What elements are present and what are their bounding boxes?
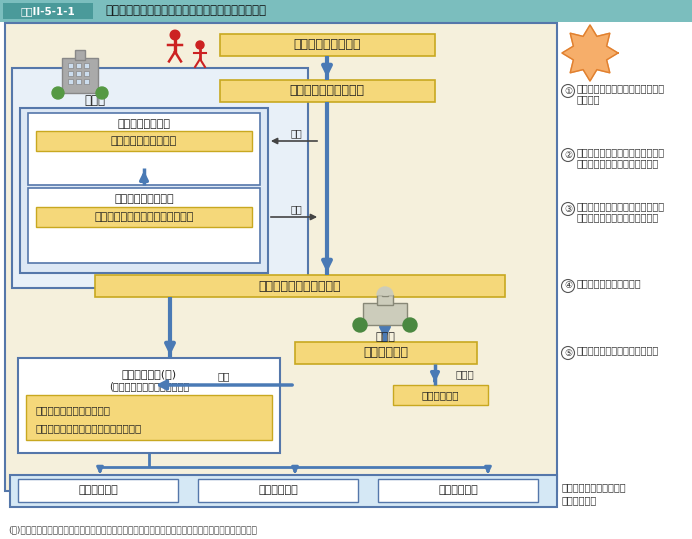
Text: 政　府: 政 府 — [84, 93, 105, 107]
Circle shape — [403, 318, 417, 332]
Bar — [5, 23, 557, 491]
Polygon shape — [562, 25, 618, 81]
Bar — [0, 0, 692, 22]
Circle shape — [353, 318, 367, 332]
Text: 指定行政機関: 指定行政機関 — [78, 485, 118, 495]
Bar — [295, 342, 477, 364]
Bar — [84, 71, 89, 76]
Bar — [76, 71, 81, 76]
Circle shape — [52, 87, 64, 99]
Bar — [76, 63, 81, 68]
Text: 対処基本方針案の審議: 対処基本方針案の審議 — [111, 136, 177, 146]
Bar — [382, 289, 388, 296]
Text: 対処基本方針の閣議決定: 対処基本方針の閣議決定 — [577, 278, 641, 288]
Text: 国家安全保障会議による内閣総理: 国家安全保障会議による内閣総理 — [577, 201, 665, 211]
Bar — [36, 207, 252, 227]
Text: 対処基本方針、利用指針: 対処基本方針、利用指針 — [562, 482, 627, 492]
Bar — [198, 479, 358, 502]
Bar — [220, 80, 435, 102]
Text: 事態対処専門委員会: 事態対処専門委員会 — [114, 194, 174, 204]
Text: ・特定公共施設などの利用指針の策定: ・特定公共施設などの利用指針の策定 — [36, 423, 143, 433]
Text: ②: ② — [564, 150, 572, 160]
Bar — [84, 63, 89, 68]
Text: 国家安全保障会議: 国家安全保障会議 — [118, 119, 170, 129]
Text: 事態対策本部(注): 事態対策本部(注) — [121, 369, 176, 379]
Text: 地方公共団体: 地方公共団体 — [258, 485, 298, 495]
Text: 内閣総理大臣による対処基本方針: 内閣総理大臣による対処基本方針 — [577, 147, 665, 157]
Bar — [10, 475, 557, 507]
Bar — [377, 295, 393, 305]
Bar — [3, 3, 93, 19]
Text: 諮問: 諮問 — [290, 128, 302, 138]
Bar — [28, 188, 260, 263]
Bar — [76, 79, 81, 84]
Bar — [378, 479, 538, 502]
Text: 承認: 承認 — [218, 371, 230, 381]
Bar — [28, 113, 260, 185]
Bar — [68, 63, 73, 68]
Text: 答申: 答申 — [290, 204, 302, 214]
Text: 武力攻撃等及び存立危機事態への対処のための手続: 武力攻撃等及び存立危機事態への対処のための手続 — [105, 4, 266, 17]
Text: ⑤: ⑤ — [564, 349, 572, 357]
Text: ③: ③ — [564, 204, 572, 213]
Circle shape — [196, 41, 204, 49]
Text: 国家安全保障会議を専門的に補佐: 国家安全保障会議を専門的に補佐 — [94, 212, 194, 222]
Text: 図表II-5-1-1: 図表II-5-1-1 — [21, 6, 75, 16]
Text: 国　会: 国 会 — [375, 332, 395, 342]
Bar — [18, 479, 178, 502]
Text: ・対処措置の総合的な推進: ・対処措置の総合的な推進 — [36, 405, 111, 415]
Bar — [68, 71, 73, 76]
Text: (注)　武力攻撃事態又は存立危機事態への対処措置の総合的な推進のために内閣に設置される対策本部: (注) 武力攻撃事態又は存立危機事態への対処措置の総合的な推進のために内閣に設置… — [8, 526, 257, 535]
Bar — [68, 79, 73, 84]
Bar — [393, 385, 488, 405]
Bar — [36, 131, 252, 151]
Bar — [62, 58, 98, 93]
Bar — [12, 68, 308, 288]
Text: 対処基本方針案の作成: 対処基本方針案の作成 — [289, 85, 365, 98]
Text: 速やかに終了: 速やかに終了 — [421, 390, 459, 400]
Wedge shape — [377, 287, 393, 295]
Bar — [95, 275, 505, 297]
Text: ④: ④ — [564, 281, 572, 291]
Text: 案の国家安全保障会議への諮問: 案の国家安全保障会議への諮問 — [577, 158, 659, 168]
Bar — [363, 303, 407, 325]
Text: 対処基本方針の閣議決定: 対処基本方針の閣議決定 — [259, 280, 341, 293]
Text: 国会承認求め: 国会承認求め — [363, 347, 408, 360]
Text: (対策本部長：内閣総理大臣）: (対策本部長：内閣総理大臣） — [109, 381, 189, 391]
Text: 武力攻撃の発生など: 武力攻撃の発生など — [293, 38, 361, 52]
Text: 国会による対処基本方針の承認: 国会による対処基本方針の承認 — [577, 345, 659, 355]
Circle shape — [96, 87, 108, 99]
Text: ①: ① — [564, 86, 572, 95]
Text: 大臣への対処基本方針案の答申: 大臣への対処基本方針案の答申 — [577, 212, 659, 222]
Bar — [84, 79, 89, 84]
Bar — [220, 34, 435, 56]
Bar — [18, 358, 280, 453]
Bar — [75, 50, 85, 60]
Circle shape — [170, 30, 180, 40]
Bar — [26, 395, 272, 440]
Text: 不承認: 不承認 — [455, 369, 474, 379]
Text: 案の作成: 案の作成 — [577, 94, 601, 104]
Text: 内閣総理大臣による対処基本方針: 内閣総理大臣による対処基本方針 — [577, 83, 665, 93]
Text: に従って対処: に従って対処 — [562, 495, 597, 505]
Text: 指定公共機関: 指定公共機関 — [438, 485, 478, 495]
Bar — [20, 108, 268, 273]
